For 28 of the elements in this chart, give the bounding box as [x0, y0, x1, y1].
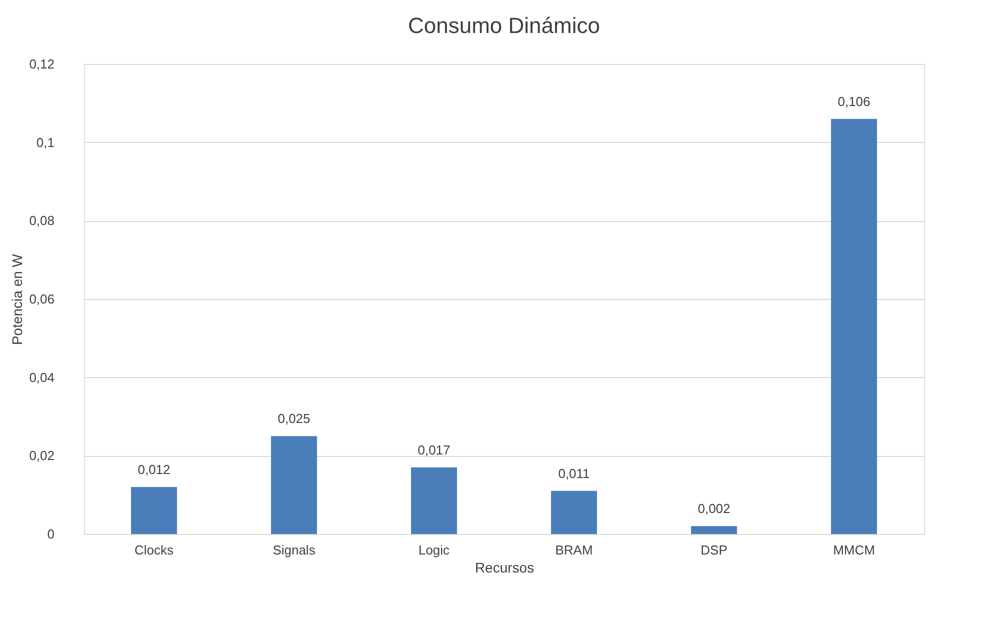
bar: [831, 118, 877, 534]
x-tick-label: Logic: [418, 542, 450, 558]
bar: [271, 436, 317, 534]
data-label: 0,106: [838, 94, 870, 109]
y-axis-title: Potencia en W: [9, 253, 26, 346]
bar: [131, 487, 177, 534]
x-tick-label: DSP: [700, 542, 728, 558]
x-tick-label: BRAM: [555, 542, 593, 558]
data-label: 0,025: [278, 411, 310, 426]
x-tick-label: MMCM: [833, 542, 875, 558]
y-tick-label: 0,08: [29, 213, 54, 228]
y-tick-label: 0,1: [36, 134, 54, 150]
bar: [691, 526, 737, 534]
y-tick-label: 0,02: [29, 448, 54, 464]
data-label: 0,002: [698, 501, 730, 516]
data-label: 0,012: [138, 462, 170, 477]
bar: [551, 490, 597, 534]
y-tick-label: 0,06: [29, 292, 54, 306]
x-tick-label: Signals: [272, 542, 316, 558]
y-tick-label: 0,04: [29, 370, 54, 385]
y-tick-label: 0,12: [29, 56, 54, 72]
data-label: 0,011: [558, 466, 590, 481]
bar: [411, 467, 457, 534]
x-axis-title: Recursos: [474, 560, 534, 576]
y-tick-label: 0: [47, 526, 54, 542]
data-label: 0,017: [418, 442, 450, 458]
chart-title: Consumo Dinámico: [408, 13, 600, 38]
x-tick-label: Clocks: [134, 542, 174, 558]
